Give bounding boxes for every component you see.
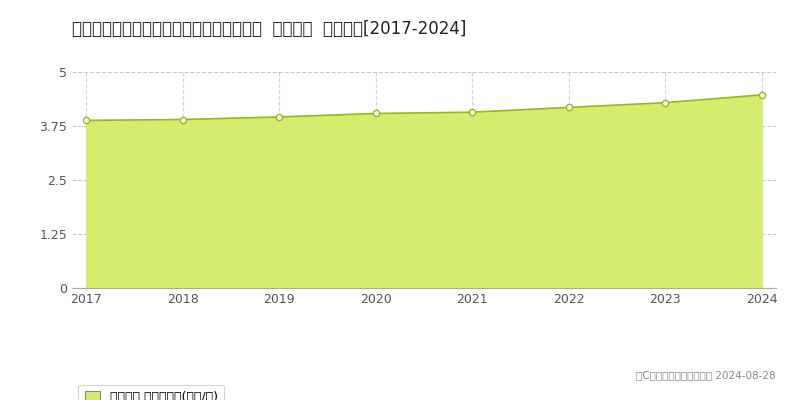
Text: 鳥取県米子市西福原７丁目１０６２番１外  地価公示  地価推移[2017-2024]: 鳥取県米子市西福原７丁目１０６２番１外 地価公示 地価推移[2017-2024] xyxy=(72,20,466,38)
Legend: 地価公示 平均嵪単価(万円/嵪): 地価公示 平均嵪単価(万円/嵪) xyxy=(78,385,224,400)
Text: （C）土地価格ドットコム 2024-08-28: （C）土地価格ドットコム 2024-08-28 xyxy=(636,370,776,380)
